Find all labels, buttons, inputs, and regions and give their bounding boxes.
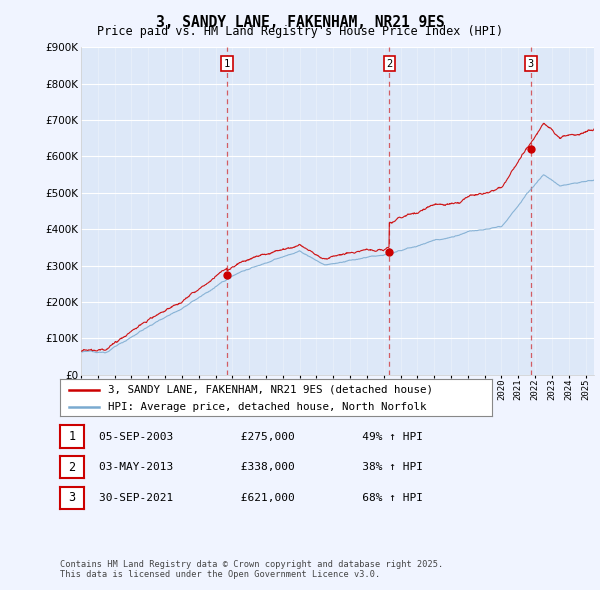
Text: 3, SANDY LANE, FAKENHAM, NR21 9ES (detached house): 3, SANDY LANE, FAKENHAM, NR21 9ES (detac… (107, 385, 433, 395)
Text: Price paid vs. HM Land Registry's House Price Index (HPI): Price paid vs. HM Land Registry's House … (97, 25, 503, 38)
Text: 3: 3 (68, 491, 76, 504)
Text: 2: 2 (68, 461, 76, 474)
Text: 03-MAY-2013          £338,000          38% ↑ HPI: 03-MAY-2013 £338,000 38% ↑ HPI (99, 463, 423, 472)
Text: Contains HM Land Registry data © Crown copyright and database right 2025.
This d: Contains HM Land Registry data © Crown c… (60, 560, 443, 579)
Text: 30-SEP-2021          £621,000          68% ↑ HPI: 30-SEP-2021 £621,000 68% ↑ HPI (99, 493, 423, 503)
Text: 1: 1 (224, 58, 230, 68)
Text: 05-SEP-2003          £275,000          49% ↑ HPI: 05-SEP-2003 £275,000 49% ↑ HPI (99, 432, 423, 441)
Text: 1: 1 (68, 430, 76, 443)
Text: 2: 2 (386, 58, 392, 68)
Text: 3: 3 (528, 58, 534, 68)
Text: HPI: Average price, detached house, North Norfolk: HPI: Average price, detached house, Nort… (107, 402, 426, 412)
Text: 3, SANDY LANE, FAKENHAM, NR21 9ES: 3, SANDY LANE, FAKENHAM, NR21 9ES (155, 15, 445, 30)
